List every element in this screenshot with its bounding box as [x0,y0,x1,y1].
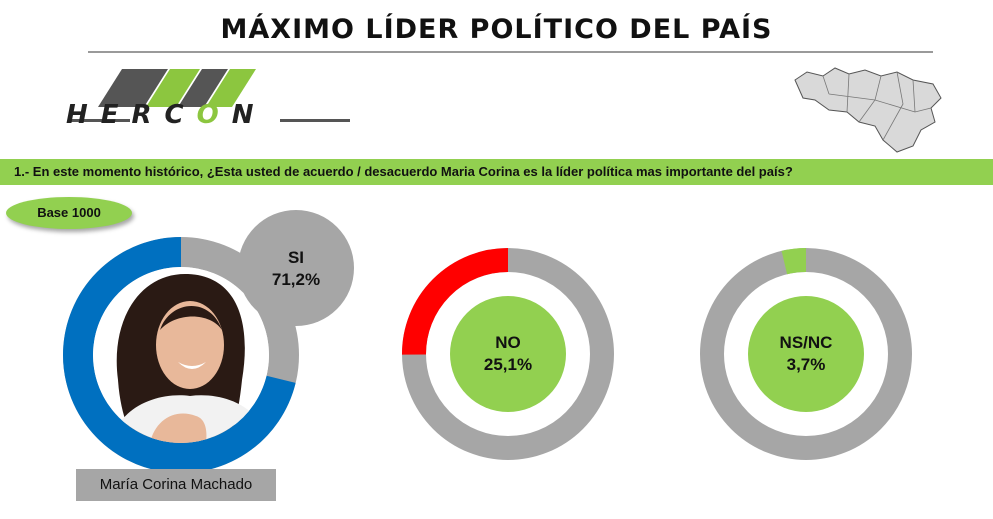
no-center-disc [450,296,566,412]
donut-nsnc-arc [781,248,807,275]
question-banner: 1.- En este momento histórico, ¿Esta ust… [0,159,993,185]
hercon-wordmark: HERCON [66,100,267,130]
candidate-photo [93,267,269,443]
si-label-bubble [238,210,354,326]
nsnc-label: NS/NC 3,7% [756,332,856,376]
si-label: SI 71,2% [246,247,346,291]
donut-no-arc [401,248,509,355]
si-label-name: SI [287,248,305,267]
no-label-name: NO [495,333,521,352]
hercon-logo [70,69,350,122]
venezuela-map-icon [794,67,942,153]
title-divider [88,51,933,53]
candidate-name-caption: María Corina Machado [76,469,276,501]
nsnc-label-value: 3,7% [786,355,826,374]
donut-si-arc [63,237,296,473]
nsnc-label-name: NS/NC [779,333,833,352]
no-label: NO 25,1% [458,332,558,376]
base-badge: Base 1000 [6,197,132,229]
nsnc-center-disc [748,296,864,412]
page-title: MÁXIMO LÍDER POLÍTICO DEL PAÍS [220,14,773,45]
si-label-value: 71,2% [271,270,321,289]
no-label-value: 25,1% [483,355,533,374]
